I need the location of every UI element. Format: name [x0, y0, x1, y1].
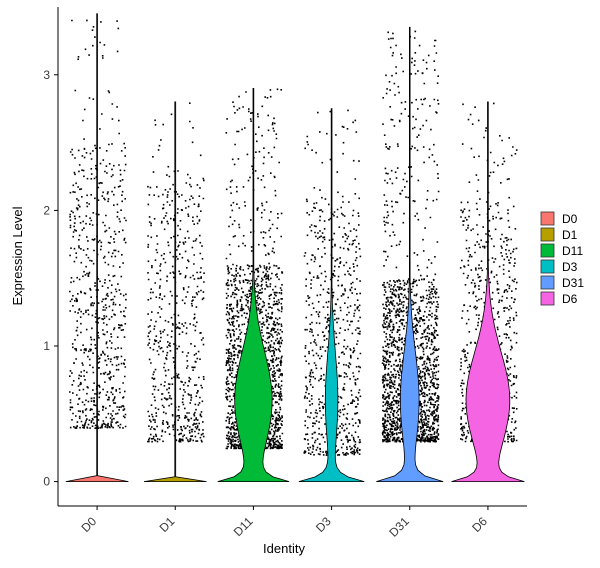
- violin-d31: [376, 26, 444, 482]
- x-tick-label: D6: [469, 514, 490, 535]
- x-tick-label: D0: [78, 514, 99, 535]
- violin-d11: [217, 88, 290, 482]
- y-axis-ticks: 0 1 2 3: [43, 68, 58, 489]
- y-tick-label: 1: [43, 339, 50, 353]
- legend-label-d0: D0: [562, 212, 578, 226]
- y-tick-label: 2: [43, 203, 50, 217]
- legend-key-d3: [540, 259, 555, 274]
- violin-d6: [451, 101, 525, 482]
- jitter-dots: [69, 19, 518, 456]
- legend-label-d6: D6: [562, 292, 578, 306]
- legend: D0 D1 D11 D3 D31 D6: [540, 211, 584, 306]
- jitter-points: [69, 19, 518, 456]
- y-axis-title: Expression Level: [10, 206, 25, 305]
- x-tick-label: D1: [157, 514, 178, 535]
- legend-key-d6: [540, 291, 555, 306]
- violin-d0: [65, 13, 129, 482]
- legend-label-d31: D31: [562, 276, 584, 290]
- y-tick-label: 3: [43, 68, 50, 82]
- legend-key-d1: [540, 227, 555, 242]
- violin-d1: [143, 101, 207, 482]
- legend-label-d1: D1: [562, 228, 578, 242]
- x-tick-label: D31: [386, 514, 412, 540]
- violin-d3: [298, 108, 365, 482]
- legend-key-d31: [540, 275, 555, 290]
- violins: [65, 13, 525, 482]
- x-tick-label: D11: [231, 514, 256, 539]
- x-tick-label: D3: [313, 514, 334, 535]
- legend-label-d3: D3: [562, 260, 578, 274]
- legend-label-d11: D11: [562, 244, 583, 258]
- x-axis-ticks: D0 D1 D11 D3 D31 D6: [78, 506, 490, 540]
- legend-key-d11: [540, 243, 555, 258]
- x-axis-title: Identity: [263, 541, 305, 556]
- legend-key-d0: [540, 211, 555, 226]
- y-tick-label: 0: [43, 475, 50, 489]
